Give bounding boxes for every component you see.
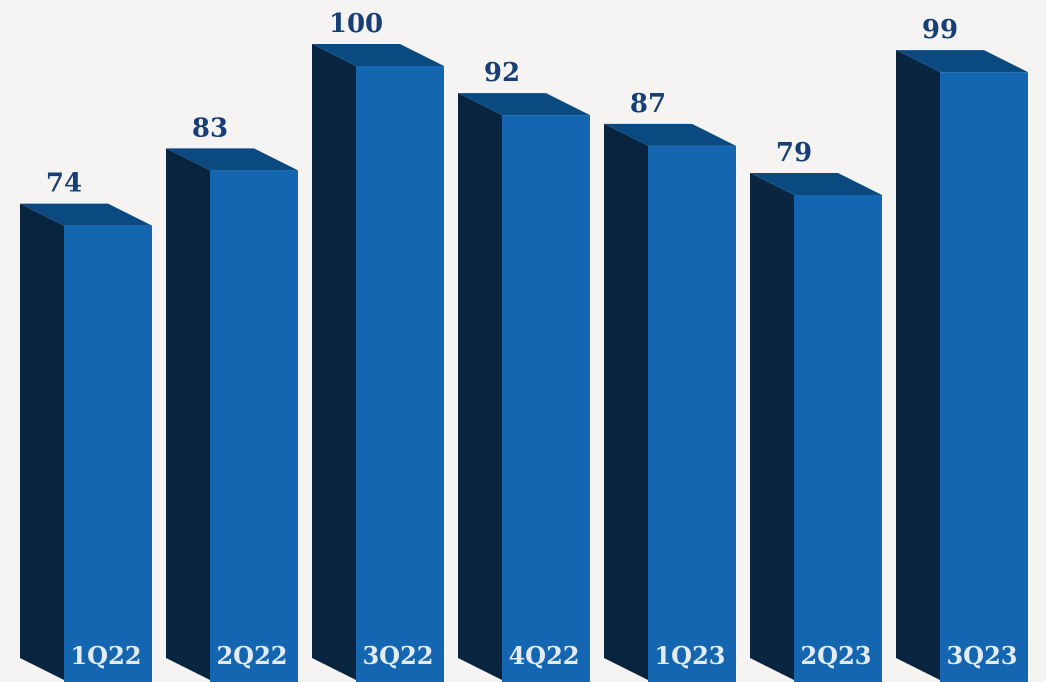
category-label: 2Q23	[800, 641, 871, 670]
bar-4Q22: 92 4Q22	[458, 58, 590, 682]
category-label: 4Q22	[508, 641, 579, 670]
data-label: 83	[192, 113, 228, 143]
bar-side-face	[312, 44, 356, 680]
bar-2Q22: 83 2Q22	[166, 113, 298, 682]
bar-top-face	[896, 50, 1028, 73]
bar-front-face	[356, 66, 444, 682]
bar-front-face	[210, 170, 298, 682]
bar-side-face	[750, 172, 794, 680]
bar-front-face	[648, 145, 736, 682]
bar-top-face	[458, 93, 590, 116]
category-label: 2Q22	[216, 641, 287, 670]
bars-group: 74 1Q22 83 2Q22 100 3Q22 92 4Q22 87 1Q23 79 2Q23 99 3…	[20, 9, 1028, 682]
bar-2Q23: 79 2Q23	[750, 138, 882, 682]
bar-top-face	[166, 148, 298, 171]
bar-side-face	[458, 93, 502, 681]
bar-top-face	[750, 172, 882, 195]
bar-top-face	[312, 44, 444, 66]
bar-1Q23: 87 1Q23	[604, 89, 736, 682]
data-label: 79	[776, 138, 812, 168]
data-label: 92	[484, 58, 520, 88]
bar-front-face	[502, 115, 590, 682]
data-label: 87	[630, 89, 666, 119]
bar-side-face	[604, 123, 648, 680]
bar-front-face	[794, 194, 882, 682]
bar-top-face	[20, 203, 152, 226]
category-label: 1Q23	[654, 641, 725, 670]
bar-front-face	[940, 72, 1028, 682]
bar-side-face	[166, 148, 210, 680]
bar-top-face	[604, 123, 736, 146]
bar-3Q23: 99 3Q23	[896, 15, 1028, 682]
data-label: 100	[329, 9, 383, 39]
bar-side-face	[20, 203, 64, 680]
data-label: 99	[922, 15, 958, 45]
bar-front-face	[64, 225, 152, 682]
bar-3Q22: 100 3Q22	[312, 9, 444, 682]
category-label: 3Q22	[362, 641, 433, 670]
bar-side-face	[896, 50, 940, 680]
bar-1Q22: 74 1Q22	[20, 169, 152, 682]
category-label: 3Q23	[946, 641, 1017, 670]
category-label: 1Q22	[70, 641, 141, 670]
data-label: 74	[46, 169, 82, 199]
